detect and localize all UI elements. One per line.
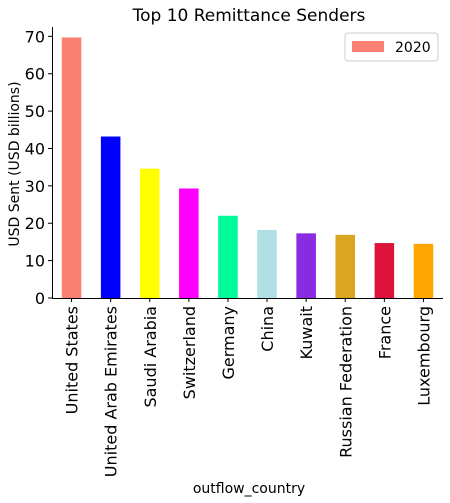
bar-switzerland xyxy=(179,188,199,298)
y-tick-label: 10 xyxy=(25,252,45,271)
bar-germany xyxy=(218,215,238,298)
bar-luxembourg xyxy=(413,243,434,298)
bar-saudi-arabia xyxy=(139,168,160,298)
x-tick-label: Kuwait xyxy=(297,306,316,359)
x-tick-label: France xyxy=(375,306,394,359)
y-tick-label: 0 xyxy=(35,289,45,308)
x-axis-label: outflow_country xyxy=(193,481,305,497)
y-axis-label: USD Sent (USD billions) xyxy=(7,81,23,246)
legend-label: 2020 xyxy=(395,40,431,56)
x-tick-label: China xyxy=(258,306,277,352)
x-tick-label: United States xyxy=(63,306,82,414)
x-tick-label: United Arab Emirates xyxy=(102,306,121,477)
y-tick-label: 70 xyxy=(25,27,45,46)
bar-china xyxy=(257,229,277,298)
legend-swatch xyxy=(352,41,384,52)
bar-france xyxy=(374,243,395,298)
bar-united-states xyxy=(61,37,82,298)
x-tick-label: Russian Federation xyxy=(336,306,355,458)
y-tick-label: 20 xyxy=(25,214,45,233)
x-tick-label: Saudi Arabia xyxy=(141,306,160,408)
legend: 2020 xyxy=(344,32,439,62)
bar-kuwait xyxy=(296,233,316,298)
x-tick-label: Luxembourg xyxy=(414,306,433,406)
chart-title: Top 10 Remittance Senders xyxy=(132,6,366,26)
legend-frame xyxy=(344,32,439,62)
bar-russian-federation xyxy=(335,234,356,298)
bars-group xyxy=(61,37,434,298)
y-tick-label: 40 xyxy=(25,139,45,158)
x-tick-label: Germany xyxy=(219,306,238,380)
x-tick-label: Switzerland xyxy=(180,306,199,399)
y-axis-ticks: 0 10 20 30 40 50 60 70 xyxy=(25,27,52,308)
y-tick-label: 50 xyxy=(25,102,45,121)
y-tick-label: 30 xyxy=(25,177,45,196)
y-tick-label: 60 xyxy=(25,65,45,84)
bar-united-arab-emirates xyxy=(100,136,121,298)
x-axis-ticks: United States United Arab Emirates Saudi A… xyxy=(63,298,433,477)
